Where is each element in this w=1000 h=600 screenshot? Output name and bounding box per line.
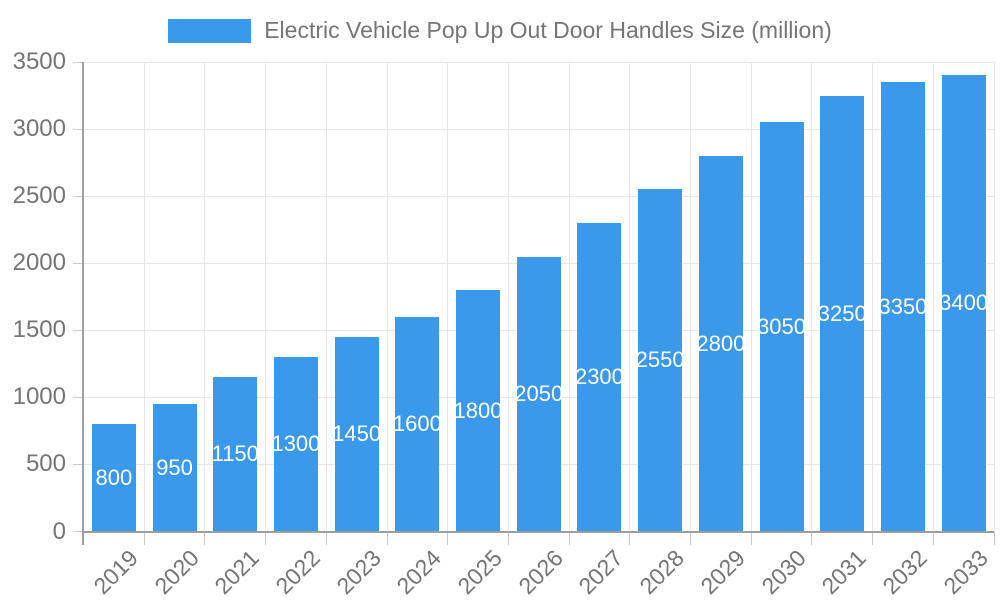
x-axis-tick [811,531,813,545]
y-axis-tick [72,531,84,532]
x-axis-tick [568,531,570,545]
bar-value-label: 3400 [939,290,989,316]
v-gridline [750,62,752,532]
bar-2025 [456,290,501,532]
y-axis-line [82,62,84,545]
x-axis-tick [447,531,449,545]
y-axis-tick [72,329,84,331]
y-axis-tick [72,262,84,264]
legend-label: Electric Vehicle Pop Up Out Door Handles… [264,17,832,43]
bar-value-label: 950 [156,454,193,480]
bar-value-label: 2300 [574,364,624,390]
bar-2030 [759,122,804,532]
v-gridline [143,62,145,532]
x-axis-label: 2019 [88,544,143,600]
v-gridline [629,62,631,532]
v-gridline [690,62,691,532]
bar-value-label: 1600 [392,411,442,437]
bar-value-label: 800 [95,464,133,490]
bar-2029 [698,155,743,532]
y-axis-tick [72,463,84,465]
y-axis-tick [72,61,84,63]
bar-2020 [152,404,197,532]
x-axis-tick [932,531,934,545]
bar-2019 [91,424,136,532]
v-gridline [204,62,206,532]
x-axis-tick [993,531,995,545]
h-gridline [83,61,994,63]
y-axis-label: 500 [25,450,66,478]
x-axis-tick [204,531,206,545]
bar-value-label: 3350 [878,293,928,319]
legend-item[interactable]: Electric Vehicle Pop Up Out Door Handles… [0,17,1000,44]
bar-value-label: 2550 [635,347,685,373]
x-axis-tick [872,531,874,545]
x-axis-line [82,530,994,533]
v-gridline [932,62,934,532]
y-axis-label: 3000 [12,115,66,143]
v-gridline [507,62,509,532]
bar-value-label: 1150 [211,441,259,467]
bar-value-label: 1450 [332,421,382,447]
bar-value-label: 1800 [453,397,503,423]
bar-2024 [395,316,440,532]
x-axis-tick [325,531,327,545]
bar-2021 [213,377,258,532]
x-axis-tick [750,531,752,545]
y-axis-tick [72,128,84,130]
bar-value-label: 2800 [696,330,746,356]
y-axis-tick [72,396,84,398]
x-axis-tick [265,531,267,545]
v-gridline [386,62,388,532]
v-gridline [872,62,874,532]
x-axis-tick [507,531,509,545]
y-axis-label: 1000 [12,383,66,411]
bar-2031 [820,95,865,532]
v-gridline [265,62,267,532]
bar-2028 [638,189,683,532]
x-axis-tick [143,531,145,545]
h-gridline [83,128,994,130]
y-axis-label: 1500 [12,316,66,344]
bar-value-label: 3050 [757,313,807,339]
bar-2033 [941,75,986,532]
legend-swatch [168,18,252,43]
x-axis-tick [629,531,631,545]
bar-2032 [880,82,925,532]
y-axis-label: 2000 [12,249,66,277]
v-gridline [993,62,995,532]
h-gridline [83,195,994,197]
v-gridline [325,62,327,532]
y-axis-label: 3500 [12,48,66,75]
bar-2026 [516,256,561,532]
bar-2023 [334,336,379,532]
x-axis-tick [386,531,388,545]
y-axis-label: 0 [52,517,66,545]
v-gridline [447,62,449,532]
bar-value-label: 3250 [817,300,867,326]
y-axis-label: 2500 [12,182,66,210]
v-gridline [811,62,813,532]
bar-value-label: 2050 [514,381,564,406]
bar-value-label: 1300 [271,431,321,457]
bar-2027 [577,222,622,532]
bar-2022 [273,357,318,532]
x-axis-tick [690,531,691,545]
y-axis-tick [72,195,84,197]
v-gridline [568,62,570,532]
